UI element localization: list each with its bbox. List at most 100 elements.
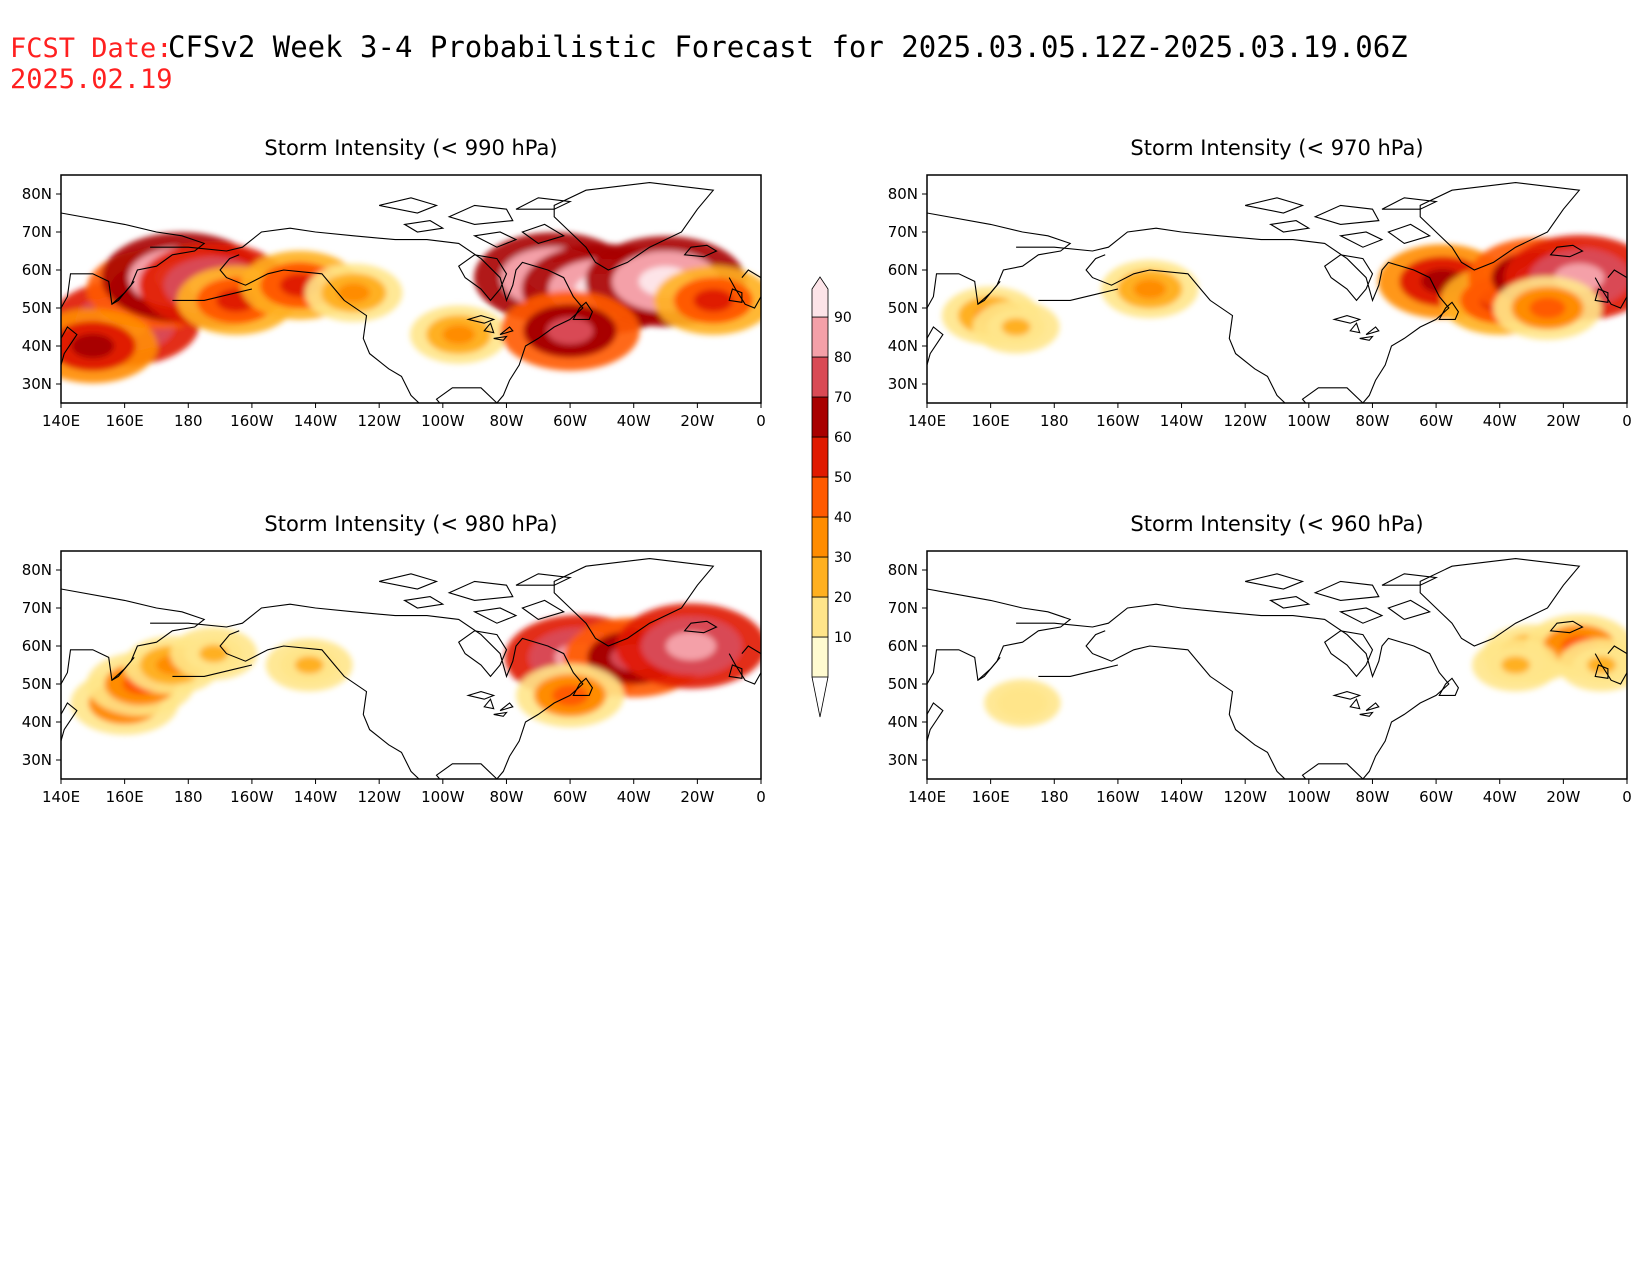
coastline (515, 573, 573, 586)
coastline (1438, 677, 1460, 696)
coastlines (61, 558, 761, 779)
coastline (61, 326, 78, 366)
lat-tick-label: 40N (22, 713, 52, 731)
coastline (1245, 573, 1305, 590)
probability-shading (941, 235, 1627, 354)
panel-title: Storm Intensity (< 980 hPa) (264, 512, 557, 536)
coastline (683, 620, 718, 634)
probability-cell (1529, 297, 1566, 319)
lon-tick-label: 160W (1096, 412, 1140, 430)
lon-tick-label: 100W (421, 788, 465, 806)
coastline (728, 664, 743, 679)
coastline (1268, 596, 1311, 609)
lat-tick-label: 80N (888, 561, 918, 579)
coastline (1594, 269, 1627, 309)
lat-tick-label: 50N (22, 675, 52, 693)
lon-tick-label: 80W (1355, 788, 1389, 806)
probability-cell (1133, 279, 1166, 299)
lon-tick-label: 160E (972, 788, 1010, 806)
probability-cell (1501, 656, 1531, 674)
lon-tick-label: 180 (1040, 788, 1069, 806)
lat-tick-label: 40N (888, 337, 918, 355)
lon-tick-label: 20W (680, 788, 714, 806)
coastline (1085, 630, 1364, 779)
lon-tick-label: 140W (294, 788, 338, 806)
figure-title: CFSv2 Week 3-4 Probabilistic Forecast fo… (168, 30, 1408, 64)
probability-cell (337, 283, 370, 303)
lon-tick-label: 140E (42, 412, 80, 430)
lon-tick-label: 180 (174, 412, 203, 430)
coastline (1549, 620, 1584, 634)
coastline (1313, 580, 1380, 601)
colorbar-label: 80 (834, 350, 852, 366)
coastline (927, 326, 944, 366)
coastline (472, 231, 518, 248)
probability-cell (666, 631, 716, 661)
coastline (1338, 607, 1384, 624)
colorbar-segment (811, 596, 829, 638)
colorbar-label: 10 (834, 630, 852, 646)
coastline (521, 599, 566, 621)
lon-tick-label: 140E (42, 788, 80, 806)
lon-tick-label: 180 (174, 788, 203, 806)
coastline (499, 702, 514, 712)
lon-tick-label: 100W (1287, 412, 1331, 430)
probability-cell (294, 656, 324, 674)
coastline (1038, 664, 1119, 677)
lon-tick-label: 40W (617, 412, 651, 430)
probability-cell (693, 288, 734, 312)
coastline (466, 315, 496, 324)
lat-tick-label: 30N (888, 375, 918, 393)
coastline (515, 197, 573, 210)
coastline (1594, 288, 1609, 303)
lon-tick-label: 60W (1419, 412, 1453, 430)
colorbar-segment (811, 476, 829, 518)
coastline (977, 657, 1001, 681)
lat-tick-label: 80N (888, 185, 918, 203)
lon-tick-label: 0 (1622, 412, 1632, 430)
colorbar-arrow (811, 676, 829, 718)
colorbar-segment (811, 436, 829, 478)
panel-990: Storm Intensity (< 990 hPa) 140E 160E 180 16… (22, 136, 766, 430)
coastline (1419, 182, 1581, 271)
colorbar-segment (811, 396, 829, 438)
panel-title: Storm Intensity (< 990 hPa) (264, 136, 557, 160)
panel-title: Storm Intensity (< 960 hPa) (1130, 512, 1423, 536)
coastline (1349, 698, 1361, 710)
coastline (379, 197, 439, 214)
lat-tick-label: 30N (22, 375, 52, 393)
colorbar-label: 50 (834, 470, 852, 486)
coastline (1038, 288, 1119, 301)
colorbar-segment (811, 516, 829, 558)
lon-tick-label: 20W (680, 412, 714, 430)
lat-tick-label: 60N (888, 637, 918, 655)
coastline (1387, 599, 1432, 621)
coastline (572, 677, 594, 696)
coastline (1381, 573, 1439, 586)
coastlines (61, 182, 761, 403)
coastline (499, 326, 514, 336)
lon-tick-label: 120W (1223, 788, 1267, 806)
coastline (447, 580, 514, 601)
coastline (1016, 603, 1450, 779)
map-frame (60, 174, 762, 404)
coastline (172, 288, 253, 301)
probability-cell (442, 324, 475, 345)
lon-tick-label: 120W (1223, 412, 1267, 430)
panel-970: Storm Intensity (< 970 hPa) 140E 160E 180 16… (888, 136, 1632, 430)
coastline (1323, 630, 1374, 678)
colorbar-segment (811, 276, 829, 318)
lon-tick-label: 0 (756, 788, 766, 806)
lat-tick-label: 80N (22, 185, 52, 203)
colorbar: 10 20 30 40 50 60 70 80 90 (811, 276, 852, 718)
lon-tick-label: 40W (617, 788, 651, 806)
coastline (1332, 691, 1362, 700)
coastline (483, 322, 495, 334)
lon-tick-label: 100W (421, 412, 465, 430)
coastline (1365, 702, 1380, 712)
map-frame (60, 550, 762, 780)
lat-tick-label: 60N (22, 261, 52, 279)
lon-tick-label: 0 (1622, 788, 1632, 806)
colorbar-label: 90 (834, 310, 852, 326)
lat-tick-label: 60N (22, 637, 52, 655)
